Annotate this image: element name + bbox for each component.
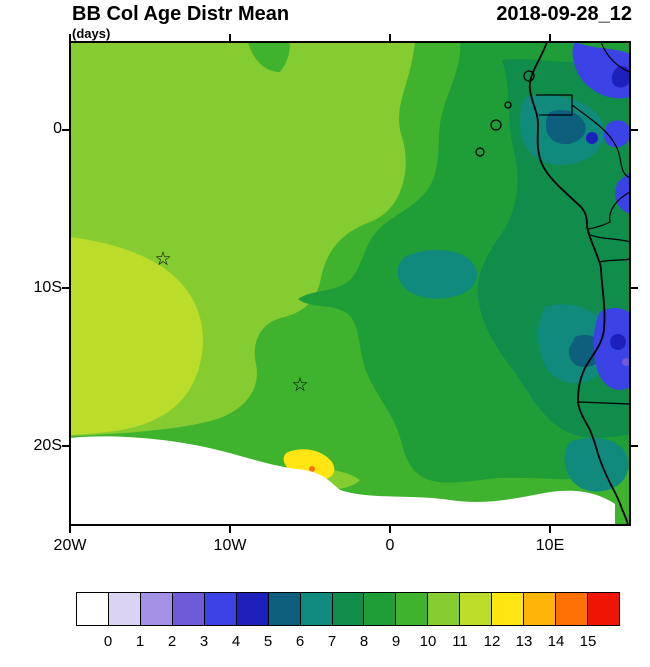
- colorbar: [76, 592, 620, 626]
- contour-spot-darkblue-coast: [586, 132, 598, 144]
- colorbar-cell: [491, 592, 525, 626]
- colorbar-label: 8: [359, 633, 369, 650]
- colorbar-label: 7: [327, 633, 337, 650]
- colorbar-cell: [235, 592, 269, 626]
- colorbar-label: 1: [135, 633, 145, 650]
- plot-border: [69, 41, 631, 526]
- y-tick-label-20s: 20S: [33, 437, 62, 454]
- colorbar-cell: [523, 592, 557, 626]
- colorbar-cell: [203, 592, 237, 626]
- contour-region-white-south: [70, 436, 615, 525]
- star-marker-2: ☆: [291, 374, 308, 396]
- island-annobon: [475, 147, 485, 157]
- colorbar-cell: [331, 592, 365, 626]
- colorbar-label: 0: [103, 633, 113, 650]
- units-label: (days): [72, 26, 111, 41]
- contour-notch-top: [248, 42, 290, 72]
- contour-patch-blue-east-edge: [615, 172, 630, 214]
- contour-patch-teal-southeast: [564, 437, 629, 492]
- colorbar-label: 13: [515, 633, 533, 650]
- colorbar-label: 9: [391, 633, 401, 650]
- axis-ticks: [62, 34, 638, 533]
- island-principe: [504, 101, 512, 109]
- colorbar-cell: [171, 592, 205, 626]
- contour-patch-blue-angola: [593, 308, 630, 390]
- colorbar-label: 10: [419, 633, 437, 650]
- colorbar-label: 2: [167, 633, 177, 650]
- contour-map: ☆ ☆: [62, 34, 638, 533]
- colorbar-label: 6: [295, 633, 305, 650]
- plot-title: BB Col Age Distr Mean: [72, 3, 290, 25]
- island-sao-tome: [490, 119, 502, 131]
- contour-spot-darkblue-angola: [610, 334, 626, 350]
- colorbar-label: 4: [231, 633, 241, 650]
- colorbar-cell: [555, 592, 588, 626]
- colorbar-label: 5: [263, 633, 273, 650]
- colorbar-label: 15: [579, 633, 597, 650]
- contour-spot-violet: [622, 358, 630, 366]
- x-tick-label-0: 0: [385, 537, 395, 554]
- contour-field: ☆ ☆: [70, 42, 630, 525]
- colorbar-labels: 0 1 2 3 4 5 6 7 8 9 10 11 12 13 14 15: [76, 633, 620, 653]
- africa-coastline: [528, 42, 629, 525]
- colorbar-cell: [267, 592, 301, 626]
- contour-spot-darkblue-corner: [611, 66, 630, 88]
- colorbar-cell: [587, 592, 620, 626]
- plot-timestamp: 2018-09-28_12: [496, 3, 632, 25]
- colorbar-label: 11: [452, 633, 468, 650]
- colorbar-label: 12: [483, 633, 501, 650]
- star-marker-1: ☆: [154, 248, 171, 270]
- colorbar-label: 14: [547, 633, 565, 650]
- x-tick-label-10e: 10E: [535, 537, 565, 554]
- y-tick-label-0: 0: [53, 120, 62, 137]
- colorbar-cell: [299, 592, 333, 626]
- x-tick-label-20w: 20W: [53, 537, 87, 554]
- colorbar-cell: [363, 592, 397, 626]
- colorbar-cell: [459, 592, 493, 626]
- contour-spot-slate-north: [546, 110, 586, 145]
- country-borders: [536, 42, 630, 405]
- colorbar-cell: [76, 592, 109, 626]
- colorbar-cell: [395, 592, 429, 626]
- map-panel: ☆ ☆: [62, 34, 638, 533]
- x-tick-label-10w: 10W: [213, 537, 247, 554]
- colorbar-label: 3: [199, 633, 209, 650]
- contour-patch-teal-mid: [397, 249, 477, 299]
- contour-region-yellow-green-west: [70, 237, 203, 435]
- contour-dot-orange: [309, 466, 315, 472]
- island-bioko: [523, 70, 535, 82]
- contour-patch-blue-spot: [604, 120, 630, 148]
- colorbar-cell: [427, 592, 461, 626]
- colorbar-cell: [107, 592, 141, 626]
- y-tick-label-10s: 10S: [33, 279, 62, 296]
- colorbar-cell: [139, 592, 173, 626]
